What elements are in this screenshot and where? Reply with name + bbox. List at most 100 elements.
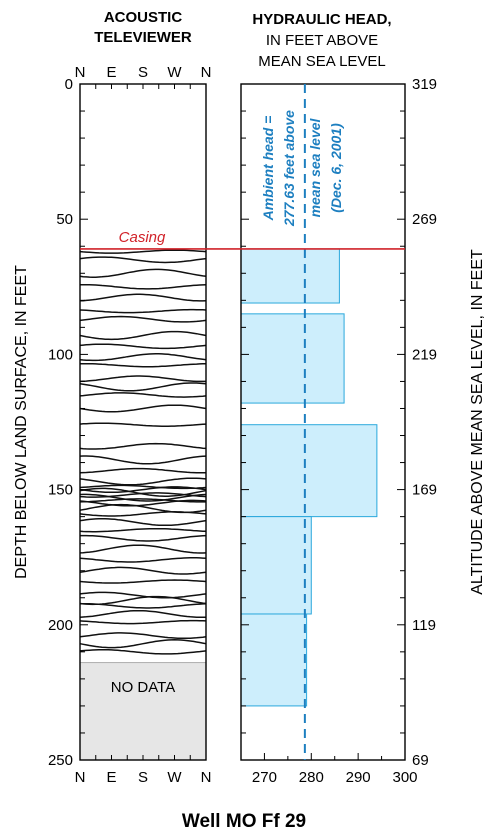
- fracture-trace: [79, 268, 207, 278]
- altitude-tick-label: 269: [412, 211, 437, 228]
- right-title-line3: MEAN SEA LEVEL: [258, 53, 386, 70]
- left-title-line1: ACOUSTIC: [104, 9, 183, 26]
- fracture-trace: [79, 498, 206, 503]
- fracture-trace: [79, 493, 207, 502]
- compass-label-top: N: [75, 64, 86, 81]
- fracture-trace: [79, 527, 207, 533]
- fracture-trace: [79, 422, 207, 427]
- figure-caption: Well MO Ff 29: [182, 811, 306, 832]
- compass-label-bottom: E: [106, 769, 116, 786]
- head-interval-bar: [240, 248, 340, 304]
- fracture-trace: [79, 632, 207, 640]
- head-tick-label: 300: [392, 769, 417, 786]
- compass-label-bottom: N: [201, 769, 212, 786]
- compass-label-top: N: [201, 64, 212, 81]
- fracture-trace: [79, 609, 207, 619]
- altitude-axis-label: ALTITUDE ABOVE MEAN SEA LEVEL, IN FEET: [469, 249, 486, 595]
- televiewer-frame: [79, 83, 207, 761]
- fracture-trace: [79, 557, 207, 563]
- head-intervals: [240, 248, 378, 707]
- fracture-trace: [79, 392, 207, 398]
- right-title-line2: IN FEET ABOVE: [266, 32, 378, 49]
- fracture-trace: [79, 249, 207, 254]
- depth-tick-label: 250: [48, 752, 73, 769]
- fracture-trace: [79, 566, 207, 575]
- fracture-trace: [79, 511, 207, 517]
- ambient-line3: mean sea level: [307, 117, 323, 217]
- fracture-trace: [79, 619, 207, 625]
- ambient-line4: (Dec. 6, 2001): [328, 123, 344, 213]
- depth-tick-label: 50: [56, 211, 73, 228]
- compass-label-top: E: [106, 64, 116, 81]
- head-ticks: 270 280 290 300: [240, 753, 418, 786]
- no-data-label: NO DATA: [111, 679, 175, 696]
- altitude-ticks: 319 269 219 169 119 69: [241, 76, 437, 769]
- compass-label-bottom: N: [75, 769, 86, 786]
- fracture-trace: [79, 484, 207, 490]
- fracture-trace: [79, 375, 206, 383]
- head-tick-label: 290: [346, 769, 371, 786]
- fracture-trace: [79, 492, 207, 498]
- fracture-trace: [79, 595, 207, 606]
- fracture-trace: [79, 293, 207, 302]
- fracture-trace: [79, 579, 207, 584]
- head-tick-label: 270: [252, 769, 277, 786]
- ambient-annotation: Ambient head = 277.63 feet above mean se…: [260, 110, 344, 227]
- fracture-trace: [79, 486, 207, 494]
- right-title-line1: HYDRAULIC HEAD,: [252, 11, 391, 28]
- ambient-line1: Ambient head =: [260, 116, 276, 222]
- fracture-trace: [79, 315, 207, 323]
- altitude-tick-label: 219: [412, 346, 437, 363]
- head-interval-bar: [240, 313, 345, 404]
- fracture-trace: [79, 362, 206, 368]
- head-interval-bar: [240, 516, 312, 615]
- no-data-fill: [79, 662, 207, 761]
- left-title-line2: TELEVIEWER: [94, 29, 192, 46]
- altitude-tick-label: 169: [412, 482, 437, 499]
- fracture-trace: [79, 477, 207, 486]
- depth-ticks: 0 50 100 150 200 250: [48, 76, 88, 769]
- compass-label-bottom: S: [138, 769, 148, 786]
- altitude-tick-label: 119: [412, 617, 436, 634]
- fracture-trace: [79, 499, 207, 507]
- fracture-trace: [79, 404, 207, 413]
- compass-label-bottom: W: [167, 769, 182, 786]
- fracture-trace: [79, 648, 207, 655]
- altitude-tick-label: 319: [412, 76, 437, 93]
- depth-tick-label: 100: [48, 346, 73, 363]
- head-frame: [240, 83, 406, 761]
- no-data-region: [79, 662, 207, 761]
- fracture-trace: [79, 544, 207, 554]
- fracture-trace: [79, 283, 207, 290]
- fracture-trace: [79, 639, 207, 649]
- fracture-trace: [79, 353, 207, 362]
- head-interval-bar: [240, 424, 378, 518]
- fracture-trace: [79, 517, 207, 527]
- fracture-trace: [79, 455, 207, 465]
- fracture-trace: [79, 442, 207, 450]
- fracture-trace: [79, 591, 207, 599]
- fracture-traces: [79, 249, 207, 655]
- head-tick-label: 280: [299, 769, 324, 786]
- fracture-trace: [79, 330, 207, 341]
- depth-tick-label: 200: [48, 617, 73, 634]
- fracture-trace: [79, 256, 207, 264]
- fracture-trace: [79, 308, 207, 314]
- casing-label: Casing: [119, 229, 166, 246]
- fracture-trace: [79, 343, 207, 350]
- fracture-trace: [79, 382, 207, 392]
- depth-tick-label: 0: [65, 76, 73, 93]
- fracture-trace: [79, 467, 207, 474]
- ambient-line2: 277.63 feet above: [281, 110, 297, 227]
- depth-axis-label: DEPTH BELOW LAND SURFACE, IN FEET: [13, 265, 30, 579]
- compass-label-top: S: [138, 64, 148, 81]
- altitude-tick-label: 69: [412, 752, 429, 769]
- depth-tick-label: 150: [48, 482, 73, 499]
- compass-label-top: W: [167, 64, 182, 81]
- head-interval-bar: [240, 613, 308, 707]
- fracture-trace: [80, 534, 207, 542]
- fracture-trace: [80, 603, 207, 609]
